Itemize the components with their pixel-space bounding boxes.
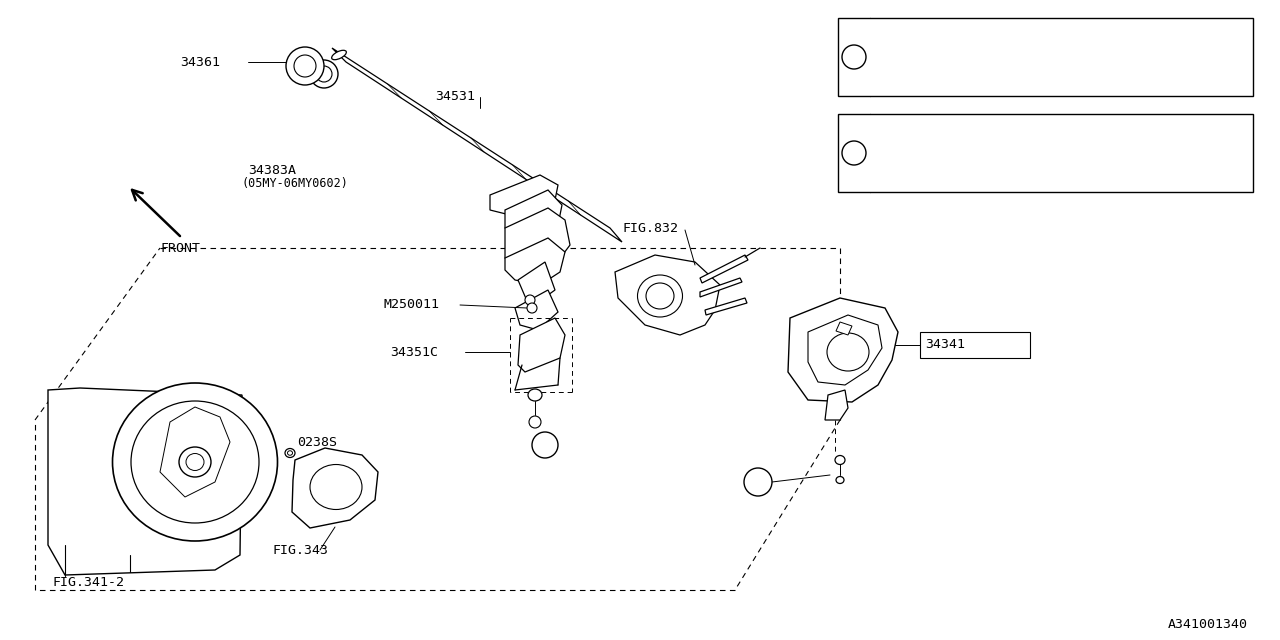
- Circle shape: [525, 295, 535, 305]
- Polygon shape: [700, 278, 742, 297]
- Text: FIG.343: FIG.343: [273, 543, 328, 557]
- Ellipse shape: [827, 333, 869, 371]
- Ellipse shape: [294, 55, 316, 77]
- Circle shape: [842, 45, 867, 69]
- Circle shape: [744, 468, 772, 496]
- Polygon shape: [614, 255, 719, 335]
- Circle shape: [532, 432, 558, 458]
- Ellipse shape: [288, 451, 293, 455]
- Polygon shape: [826, 390, 849, 420]
- Polygon shape: [788, 298, 899, 402]
- Polygon shape: [506, 238, 564, 285]
- Text: 1: 1: [850, 51, 858, 63]
- Polygon shape: [49, 388, 242, 575]
- Polygon shape: [292, 448, 378, 528]
- Polygon shape: [705, 298, 748, 315]
- Ellipse shape: [131, 401, 259, 523]
- Text: 2: 2: [541, 438, 549, 451]
- Circle shape: [527, 303, 538, 313]
- Ellipse shape: [332, 51, 347, 60]
- Polygon shape: [506, 208, 570, 278]
- Polygon shape: [808, 315, 882, 385]
- Polygon shape: [518, 262, 556, 308]
- Polygon shape: [332, 48, 622, 242]
- Ellipse shape: [316, 66, 332, 82]
- Ellipse shape: [529, 389, 541, 401]
- Text: 0238S: 0238S: [297, 435, 337, 449]
- Text: 34361: 34361: [180, 56, 220, 68]
- Text: M250011: M250011: [383, 298, 439, 312]
- Polygon shape: [836, 322, 852, 335]
- Polygon shape: [160, 407, 230, 497]
- Text: 0472S: 0472S: [881, 127, 920, 140]
- Ellipse shape: [310, 465, 362, 509]
- Ellipse shape: [179, 447, 211, 477]
- Polygon shape: [506, 190, 562, 240]
- Ellipse shape: [310, 60, 338, 88]
- Circle shape: [529, 416, 541, 428]
- Bar: [838, 114, 1253, 192]
- Text: 34351C: 34351C: [390, 346, 438, 358]
- Text: 2: 2: [850, 147, 858, 159]
- Text: 34341: 34341: [925, 339, 965, 351]
- Text: <05MY0410-    >: <05MY0410- >: [1012, 70, 1133, 83]
- Text: Q500026: Q500026: [881, 70, 936, 83]
- Bar: [838, 18, 1253, 96]
- Polygon shape: [490, 175, 558, 215]
- Ellipse shape: [285, 449, 294, 458]
- Ellipse shape: [113, 383, 278, 541]
- Text: (05MY-06MY0602): (05MY-06MY0602): [242, 177, 349, 191]
- Text: FIG.832: FIG.832: [622, 221, 678, 234]
- Text: 1: 1: [754, 476, 762, 488]
- Bar: [920, 332, 1030, 358]
- Circle shape: [842, 141, 867, 165]
- Text: 0450S: 0450S: [881, 31, 920, 44]
- Text: 34383A: 34383A: [248, 163, 296, 177]
- Ellipse shape: [836, 477, 844, 483]
- Text: 34531: 34531: [435, 90, 475, 104]
- Text: Q720002: Q720002: [881, 166, 936, 179]
- Polygon shape: [518, 318, 564, 372]
- Text: <05MY0410-    >: <05MY0410- >: [1012, 166, 1133, 179]
- Text: <05MY-05MY0409>: <05MY-05MY0409>: [1012, 127, 1133, 140]
- Polygon shape: [700, 255, 748, 283]
- Text: FRONT: FRONT: [160, 241, 200, 255]
- Polygon shape: [515, 290, 558, 330]
- Text: <05MY-05MY0409>: <05MY-05MY0409>: [1012, 31, 1133, 44]
- Ellipse shape: [646, 283, 675, 309]
- Text: A341001340: A341001340: [1169, 618, 1248, 632]
- Ellipse shape: [835, 456, 845, 465]
- Ellipse shape: [285, 47, 324, 85]
- Ellipse shape: [637, 275, 682, 317]
- Text: FIG.341-2: FIG.341-2: [52, 575, 124, 589]
- Ellipse shape: [186, 454, 204, 470]
